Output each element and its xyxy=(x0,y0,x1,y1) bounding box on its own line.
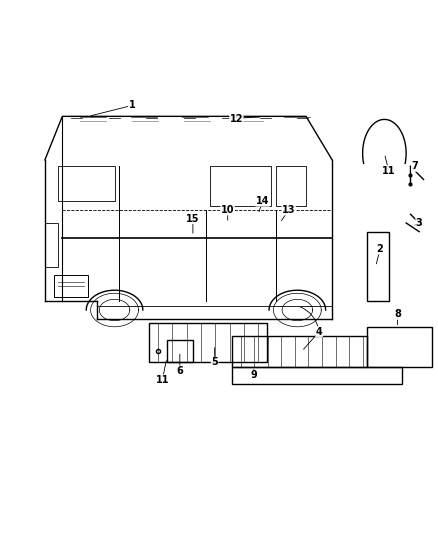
Text: 4: 4 xyxy=(316,327,322,337)
Text: 10: 10 xyxy=(221,205,234,215)
Text: 14: 14 xyxy=(256,196,269,206)
Text: 7: 7 xyxy=(411,161,418,172)
Text: 15: 15 xyxy=(186,214,200,224)
Text: 5: 5 xyxy=(211,357,218,367)
Text: 3: 3 xyxy=(416,218,423,228)
Text: 13: 13 xyxy=(282,205,295,215)
Text: 9: 9 xyxy=(251,370,257,381)
Text: 1: 1 xyxy=(129,100,135,110)
Text: 2: 2 xyxy=(377,244,383,254)
Text: 11: 11 xyxy=(155,375,169,385)
Text: 11: 11 xyxy=(382,166,396,176)
Text: 12: 12 xyxy=(230,114,243,124)
Text: 6: 6 xyxy=(177,366,183,376)
Text: 8: 8 xyxy=(394,309,401,319)
